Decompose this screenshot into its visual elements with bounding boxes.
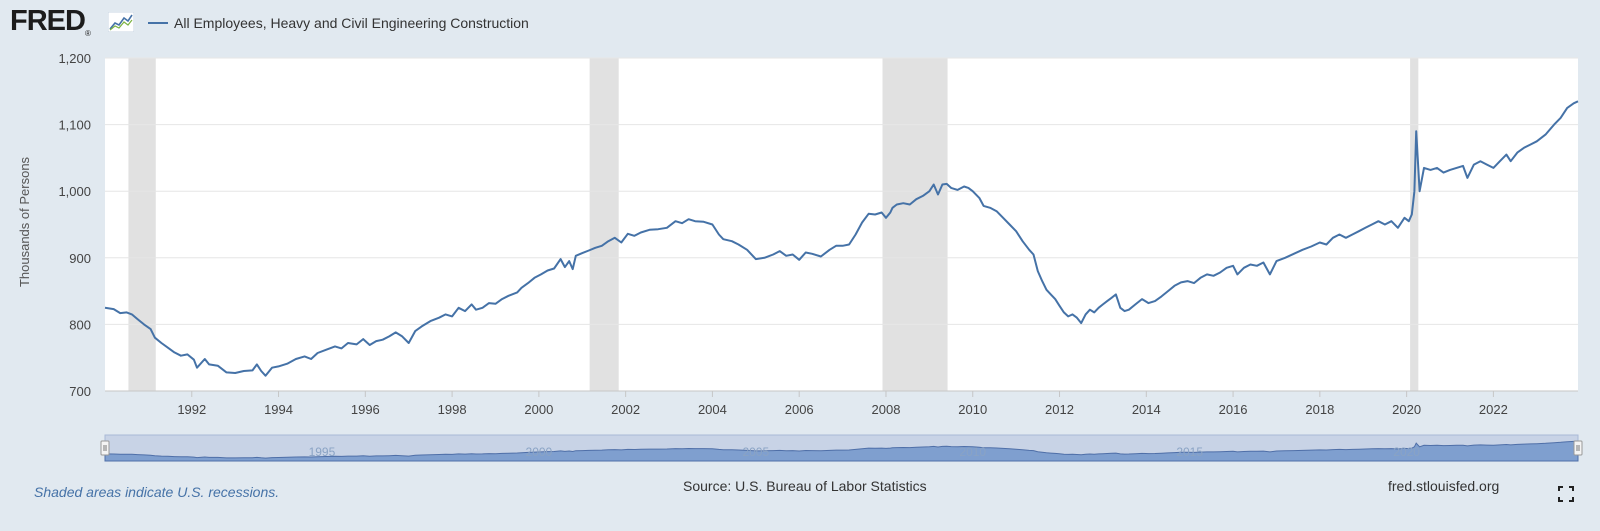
y-tick-label: 900	[69, 251, 91, 266]
x-tick-label: 1996	[351, 402, 380, 417]
site-link[interactable]: fred.stlouisfed.org	[1388, 478, 1500, 494]
fred-logo[interactable]: FRED®	[10, 5, 91, 38]
navigator-label: 2000	[526, 445, 553, 459]
y-tick-label: 1,100	[58, 118, 91, 133]
recession-note: Shaded areas indicate U.S. recessions.	[34, 484, 280, 500]
x-tick-label: 2012	[1045, 402, 1074, 417]
source-label: Source: U.S. Bureau of Labor Statistics	[683, 478, 927, 494]
navigator-label: 2010	[959, 445, 986, 459]
series-group[interactable]	[104, 100, 1579, 377]
handle-grip[interactable]	[1573, 440, 1583, 456]
navigator-label: 1995	[309, 445, 336, 459]
plot-background-group	[105, 58, 1578, 391]
navigator-handle-left[interactable]	[100, 440, 110, 456]
x-tick-label: 2010	[958, 402, 987, 417]
x-axis-ticks: 1992 1994 1996 1998 2000 2002 2004 2006 2008 2010…	[105, 390, 1578, 417]
recession-bands	[128, 58, 1419, 391]
range-navigator[interactable]: 1995 2000 2005 2010 2015 2020	[100, 434, 1583, 462]
y-tick-label: 700	[69, 384, 91, 399]
recession-band	[589, 58, 619, 391]
fred-logo-text: FRED	[10, 5, 86, 37]
x-tick-label: 2006	[785, 402, 814, 417]
handle-grip[interactable]	[100, 440, 110, 456]
x-tick-label: 2020	[1392, 402, 1421, 417]
navigator-label: 2015	[1176, 445, 1203, 459]
y-tick-label: 1,000	[58, 184, 91, 199]
recession-band	[882, 58, 948, 391]
y-axis-ticks: 700 800 900 1,000 1,100 1,200	[58, 51, 91, 399]
recession-band	[128, 58, 156, 391]
x-tick-label: 2004	[698, 402, 727, 417]
navigator-label: 2005	[742, 445, 769, 459]
series-line[interactable]	[104, 100, 1579, 377]
x-tick-label: 2000	[524, 402, 553, 417]
gridlines	[105, 57, 1578, 392]
navigator-handle-right[interactable]	[1573, 440, 1583, 456]
x-tick-label: 2016	[1219, 402, 1248, 417]
fullscreen-icon[interactable]	[1558, 486, 1574, 502]
plot-area	[105, 58, 1578, 391]
x-tick-label: 1998	[438, 402, 467, 417]
chart-header: FRED® All Employees, Heavy and Civil Eng…	[0, 0, 1600, 46]
recession-band	[1410, 58, 1419, 391]
x-tick-label: 2014	[1132, 402, 1161, 417]
navigator-label: 2020	[1393, 445, 1420, 459]
x-tick-label: 2018	[1305, 402, 1334, 417]
legend-swatch	[148, 22, 168, 24]
x-tick-label: 1992	[177, 402, 206, 417]
x-tick-label: 2022	[1479, 402, 1508, 417]
fred-chart-icon	[108, 12, 134, 32]
legend-item[interactable]: All Employees, Heavy and Civil Engineeri…	[148, 14, 529, 32]
y-tick-label: 1,200	[58, 51, 91, 66]
y-tick-label: 800	[69, 317, 91, 332]
registered-mark: ®	[84, 29, 91, 38]
y-axis-title: Thousands of Persons	[17, 156, 32, 287]
navigator-area	[104, 440, 1579, 462]
x-tick-label: 1994	[264, 402, 293, 417]
x-tick-label: 2002	[611, 402, 640, 417]
x-tick-label: 2008	[872, 402, 901, 417]
legend-label: All Employees, Heavy and Civil Engineeri…	[174, 15, 529, 31]
